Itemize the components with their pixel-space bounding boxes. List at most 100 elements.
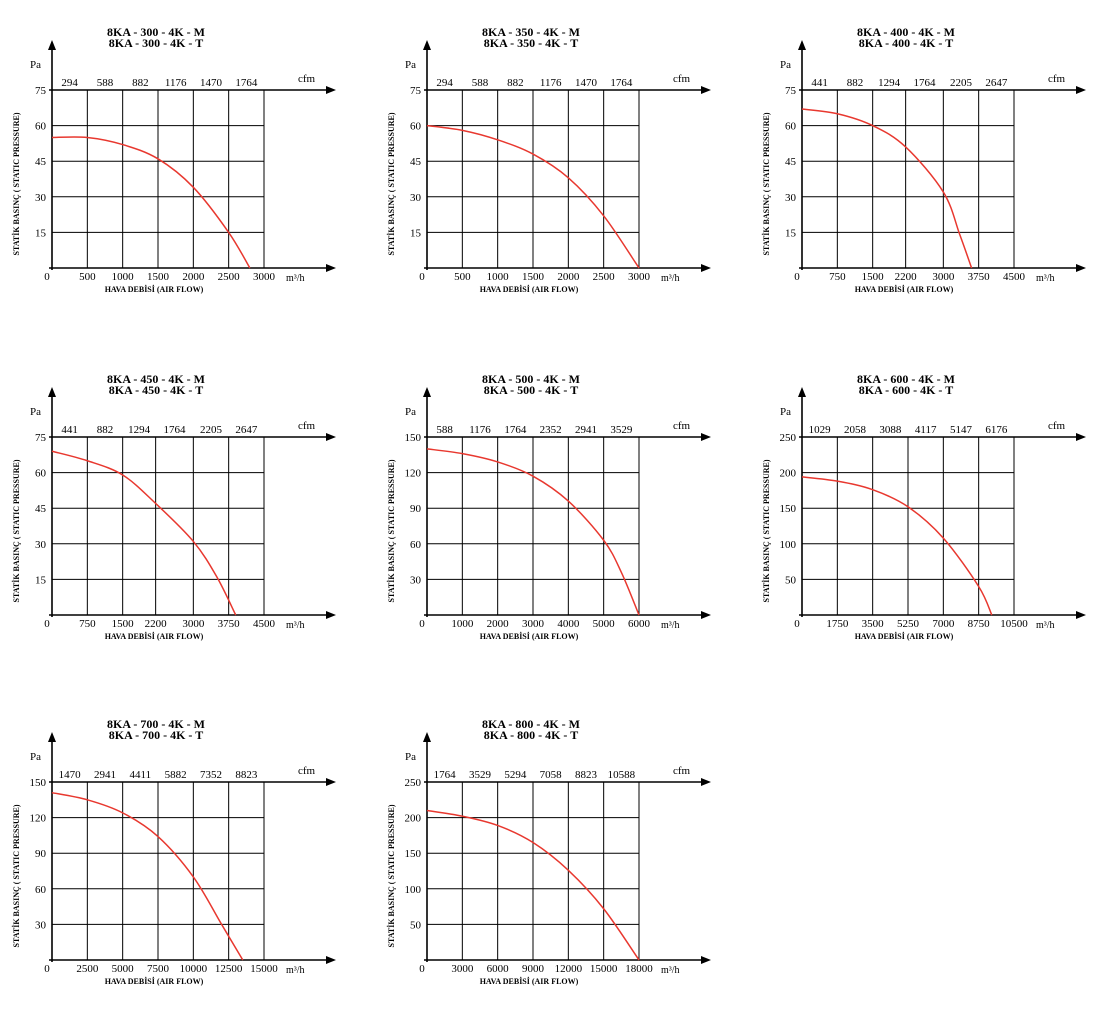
y-tick-label: 200 xyxy=(405,813,422,825)
pressure-curve xyxy=(426,448,640,616)
y-axis-title: STATİK BASINÇ ( STATIC PRESSURE) xyxy=(11,459,21,602)
y-tick-label: 250 xyxy=(405,777,422,789)
x-tick-label: 6000 xyxy=(487,963,510,975)
chart-title-line: 8KA - 600 - 4K - M xyxy=(857,372,955,386)
cfm-tick-label: 1470 xyxy=(575,77,598,89)
cfm-tick-label: 441 xyxy=(811,77,828,89)
cfm-tick-label: 1764 xyxy=(504,424,527,436)
x-tick-label: 3500 xyxy=(862,618,885,630)
x-tick-label: 2500 xyxy=(593,271,616,283)
cfm-unit-label: cfm xyxy=(1048,420,1066,432)
chart-title-line: 8KA - 500 - 4K - M xyxy=(482,372,580,386)
cfm-tick-label: 2941 xyxy=(575,424,597,436)
y-tick-label: 15 xyxy=(410,227,422,239)
chart-title-line: 8KA - 500 - 4K - T xyxy=(484,383,578,397)
x-tick-label: 1500 xyxy=(147,271,170,283)
x-tick-label: 1000 xyxy=(451,618,474,630)
cfm-tick-label: 588 xyxy=(472,77,489,89)
y-tick-label: 100 xyxy=(780,539,797,551)
x-tick-label: 7500 xyxy=(147,963,170,975)
cfm-tick-label: 1176 xyxy=(469,424,491,436)
x-tick-label: 0 xyxy=(419,618,425,630)
x-axis-arrow xyxy=(326,264,336,272)
cfm-tick-label: 1176 xyxy=(540,77,562,89)
y-unit-label: Pa xyxy=(30,406,41,418)
y-tick-label: 30 xyxy=(35,192,47,204)
cfm-tick-label: 7058 xyxy=(540,769,563,781)
x-tick-label: 10500 xyxy=(1000,618,1028,630)
x-tick-label: 1750 xyxy=(826,618,849,630)
x-axis-title: HAVA DEBİSİ (AIR FLOW) xyxy=(105,976,204,986)
x-tick-label: 12500 xyxy=(215,963,243,975)
cfm-tick-label: 1764 xyxy=(610,77,633,89)
cfm-unit-label: cfm xyxy=(1048,73,1066,85)
y-tick-label: 60 xyxy=(35,884,47,896)
cfm-unit-label: cfm xyxy=(673,73,691,85)
cfm-axis-arrow xyxy=(701,86,711,94)
y-axis-arrow xyxy=(423,40,431,50)
cfm-tick-label: 882 xyxy=(847,77,864,89)
x-tick-label: 3750 xyxy=(218,618,241,630)
x-unit-label: m³/h xyxy=(1036,273,1055,284)
cfm-tick-label: 1764 xyxy=(163,424,186,436)
cfm-tick-label: 2647 xyxy=(235,424,258,436)
x-tick-label: 18000 xyxy=(625,963,653,975)
x-tick-label: 1000 xyxy=(487,271,510,283)
y-axis-title: STATİK BASINÇ ( STATIC PRESSURE) xyxy=(11,112,21,255)
cfm-tick-label: 588 xyxy=(97,77,114,89)
chart-title-line: 8KA - 700 - 4K - T xyxy=(109,728,203,742)
y-axis-arrow xyxy=(48,40,56,50)
x-tick-label: 2200 xyxy=(895,271,918,283)
x-unit-label: m³/h xyxy=(661,273,680,284)
chart-title-line: 8KA - 800 - 4K - M xyxy=(482,717,580,731)
y-tick-label: 150 xyxy=(780,503,797,515)
y-tick-label: 90 xyxy=(410,503,422,515)
x-tick-label: 8750 xyxy=(968,618,991,630)
x-unit-label: m³/h xyxy=(286,273,305,284)
x-axis-title: HAVA DEBİSİ (AIR FLOW) xyxy=(480,284,579,294)
cfm-axis-arrow xyxy=(326,778,336,786)
x-tick-label: 2000 xyxy=(182,271,205,283)
x-axis-title: HAVA DEBİSİ (AIR FLOW) xyxy=(105,631,204,641)
y-axis-title: STATİK BASINÇ ( STATIC PRESSURE) xyxy=(761,112,771,255)
y-axis-arrow xyxy=(798,387,806,397)
x-axis-arrow xyxy=(701,956,711,964)
y-tick-label: 30 xyxy=(785,192,797,204)
x-unit-label: m³/h xyxy=(286,620,305,631)
cfm-tick-label: 882 xyxy=(97,424,114,436)
cfm-tick-label: 882 xyxy=(132,77,149,89)
chart-title-line: 8KA - 450 - 4K - M xyxy=(107,372,205,386)
cfm-tick-label: 1764 xyxy=(913,77,936,89)
x-axis-arrow xyxy=(701,264,711,272)
x-tick-label: 5250 xyxy=(897,618,920,630)
cfm-tick-label: 5147 xyxy=(950,424,973,436)
cfm-tick-label: 1764 xyxy=(235,77,258,89)
y-tick-label: 120 xyxy=(30,813,47,825)
x-tick-label: 3000 xyxy=(253,271,276,283)
y-axis-title: STATİK BASINÇ ( STATIC PRESSURE) xyxy=(386,459,396,602)
cfm-tick-label: 2205 xyxy=(200,424,223,436)
x-axis-arrow xyxy=(1076,264,1086,272)
y-axis-title: STATİK BASINÇ ( STATIC PRESSURE) xyxy=(386,804,396,947)
y-tick-label: 90 xyxy=(35,848,47,860)
x-tick-label: 0 xyxy=(44,618,50,630)
y-tick-label: 15 xyxy=(35,227,47,239)
y-axis-title: STATİK BASINÇ ( STATIC PRESSURE) xyxy=(11,804,21,947)
y-tick-label: 75 xyxy=(410,85,422,97)
y-axis-title: STATİK BASINÇ ( STATIC PRESSURE) xyxy=(761,459,771,602)
pressure-curve xyxy=(801,476,993,616)
y-tick-label: 45 xyxy=(35,503,47,515)
cfm-tick-label: 1176 xyxy=(165,77,187,89)
chart-title-line: 8KA - 400 - 4K - M xyxy=(857,25,955,39)
x-tick-label: 7000 xyxy=(932,618,955,630)
x-tick-label: 0 xyxy=(794,271,800,283)
cfm-tick-label: 1470 xyxy=(59,769,82,781)
